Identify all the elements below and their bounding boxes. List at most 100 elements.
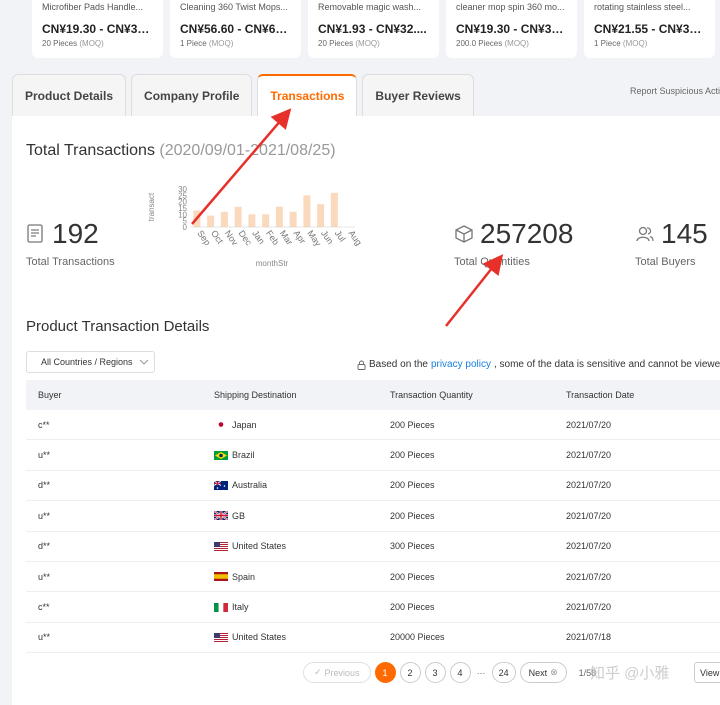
page-button-3[interactable]: 3 bbox=[424, 662, 446, 683]
date-cell: 2021/07/18 bbox=[566, 632, 612, 643]
y-tick-label: 0 bbox=[183, 223, 188, 232]
product-card[interactable]: Removable magic wash... CN¥1.93 - CN¥32..… bbox=[308, 0, 439, 58]
destination-name: Brazil bbox=[232, 450, 255, 461]
product-card[interactable]: Microfiber Pads Handle... CN¥19.30 - CN¥3… bbox=[32, 0, 163, 58]
moq-label: (MOQ) bbox=[355, 39, 380, 48]
table-row: d** United States 300 Pieces 2021/07/20 bbox=[26, 532, 720, 562]
product-qty: 1 Piece bbox=[180, 39, 207, 48]
page-button-4[interactable]: 4 bbox=[449, 662, 471, 683]
product-title: Removable magic wash... bbox=[318, 2, 422, 12]
product-qty: 1 Piece bbox=[594, 39, 621, 48]
chart-bar bbox=[317, 204, 325, 227]
header-date: Transaction Date bbox=[566, 390, 635, 400]
privacy-note: Based on the privacy policy , some of th… bbox=[357, 359, 720, 370]
chart-bar bbox=[262, 214, 270, 227]
product-moq: 1 Piece (MOQ) bbox=[180, 39, 291, 48]
product-price: CN¥1.93 - CN¥32.... bbox=[318, 22, 427, 36]
moq-label: (MOQ) bbox=[622, 39, 648, 48]
region-select-value: All Countries / Regions bbox=[41, 357, 133, 367]
product-qty: 20 Pieces bbox=[42, 39, 78, 48]
destination-name: Italy bbox=[232, 602, 249, 613]
product-price: CN¥19.30 - CN¥32... bbox=[42, 22, 153, 36]
table-row: u** GB 200 Pieces 2021/07/20 bbox=[26, 501, 720, 532]
spain-flag-icon bbox=[214, 572, 232, 582]
date-cell: 2021/07/20 bbox=[566, 571, 612, 582]
product-moq: 20 Pieces (MOQ) bbox=[318, 39, 429, 48]
page-button-2[interactable]: 2 bbox=[399, 662, 421, 683]
date-cell: 2021/07/20 bbox=[566, 541, 612, 552]
product-card[interactable]: cleaner mop spin 360 mo... CN¥19.30 - CN¥… bbox=[446, 0, 577, 58]
tab-transactions[interactable]: Transactions bbox=[257, 74, 358, 116]
next-button[interactable]: Next ⊗ bbox=[519, 662, 567, 683]
next-circle-icon: ⊗ bbox=[550, 667, 558, 677]
buyer-cell: d** bbox=[38, 480, 51, 491]
tab-buyer-reviews[interactable]: Buyer Reviews bbox=[362, 74, 474, 116]
product-moq: 1 Piece (MOQ) bbox=[594, 39, 705, 48]
box-icon bbox=[454, 224, 474, 244]
document-icon bbox=[26, 223, 46, 245]
header-quantity: Transaction Quantity bbox=[390, 390, 473, 400]
product-title: cleaner mop spin 360 mo... bbox=[456, 2, 565, 12]
buyer-cell: u** bbox=[38, 632, 51, 643]
transactions-panel bbox=[12, 116, 720, 705]
header-destination: Shipping Destination bbox=[214, 390, 297, 400]
destination-name: Japan bbox=[232, 419, 257, 430]
total-transactions-title: Total Transactions (2020/09/01-2021/08/2… bbox=[26, 142, 336, 160]
chart-bar bbox=[234, 206, 242, 227]
destination-cell: Spain bbox=[202, 572, 378, 582]
total-title-text: Total Transactions bbox=[26, 142, 155, 159]
quantity-cell: 200 Pieces bbox=[390, 571, 435, 582]
tab-company-profile[interactable]: Company Profile bbox=[131, 74, 253, 116]
privacy-policy-link[interactable]: privacy policy bbox=[430, 359, 491, 370]
tab-product-details[interactable]: Product Details bbox=[12, 74, 127, 116]
y-axis-label: transact bbox=[147, 192, 156, 221]
quantity-cell: 200 Pieces bbox=[390, 602, 435, 613]
view-button[interactable]: View bbox=[694, 662, 720, 683]
x-tick-label: Nov bbox=[223, 228, 241, 247]
page-button-last[interactable]: 24 bbox=[491, 662, 516, 683]
table-row: u** United States 20000 Pieces 2021/07/18 bbox=[26, 623, 720, 654]
moq-label: (MOQ) bbox=[79, 39, 104, 48]
chart-bar bbox=[330, 192, 338, 227]
lock-icon bbox=[357, 360, 366, 370]
destination-name: United States bbox=[232, 541, 287, 552]
date-cell: 2021/07/20 bbox=[566, 510, 612, 521]
x-tick-label: Apr bbox=[291, 228, 307, 245]
x-axis-label: monthStr bbox=[256, 259, 289, 268]
x-tick-label: Oct bbox=[209, 228, 226, 246]
date-cell: 2021/07/20 bbox=[566, 450, 612, 461]
product-title: rotating stainless steel... bbox=[594, 2, 691, 12]
chart-bar bbox=[289, 211, 297, 227]
uk-flag-icon bbox=[214, 511, 232, 521]
x-tick-label: Aug bbox=[346, 228, 363, 247]
japan-flag-icon bbox=[214, 420, 232, 430]
destination-name: Australia bbox=[232, 480, 268, 491]
check-icon: ✓ bbox=[314, 667, 322, 677]
destination-cell: United States bbox=[202, 541, 378, 551]
quantities-count: 257208 bbox=[480, 218, 574, 249]
table-row: c** Italy 200 Pieces 2021/07/20 bbox=[26, 592, 720, 623]
pagination: ✓ Previous 1 2 3 4 ··· 24 Next ⊗ 1/58 bbox=[303, 662, 596, 683]
quantity-cell: 200 Pieces bbox=[390, 450, 435, 461]
region-select[interactable]: All Countries / Regions bbox=[26, 351, 155, 373]
usa-flag-icon bbox=[214, 632, 232, 642]
product-card[interactable]: rotating stainless steel... CN¥21.55 - CN… bbox=[584, 0, 715, 58]
report-suspicious-link[interactable]: Report Suspicious Acti bbox=[630, 86, 720, 96]
destination-name: Spain bbox=[232, 571, 256, 582]
y-tick-label: 15 bbox=[178, 204, 187, 213]
chart-bar bbox=[275, 206, 283, 227]
quantity-cell: 300 Pieces bbox=[390, 541, 435, 552]
quantity-cell: 200 Pieces bbox=[390, 419, 435, 430]
buyer-cell: u** bbox=[38, 450, 51, 461]
x-tick-label: Jan bbox=[250, 228, 267, 246]
page-button-1[interactable]: 1 bbox=[374, 662, 396, 683]
chart-bar bbox=[193, 210, 201, 227]
chart-bar bbox=[248, 214, 256, 227]
destination-cell: Australia bbox=[202, 480, 378, 490]
x-tick-label: Mar bbox=[278, 228, 295, 246]
product-card[interactable]: Cleaning 360 Twist Mops... CN¥56.60 - CN¥… bbox=[170, 0, 301, 58]
buyer-cell: c** bbox=[38, 602, 50, 613]
buyer-cell: d** bbox=[38, 541, 51, 552]
product-qty: 200.0 Pieces bbox=[456, 39, 503, 48]
previous-button[interactable]: ✓ Previous bbox=[303, 662, 371, 683]
